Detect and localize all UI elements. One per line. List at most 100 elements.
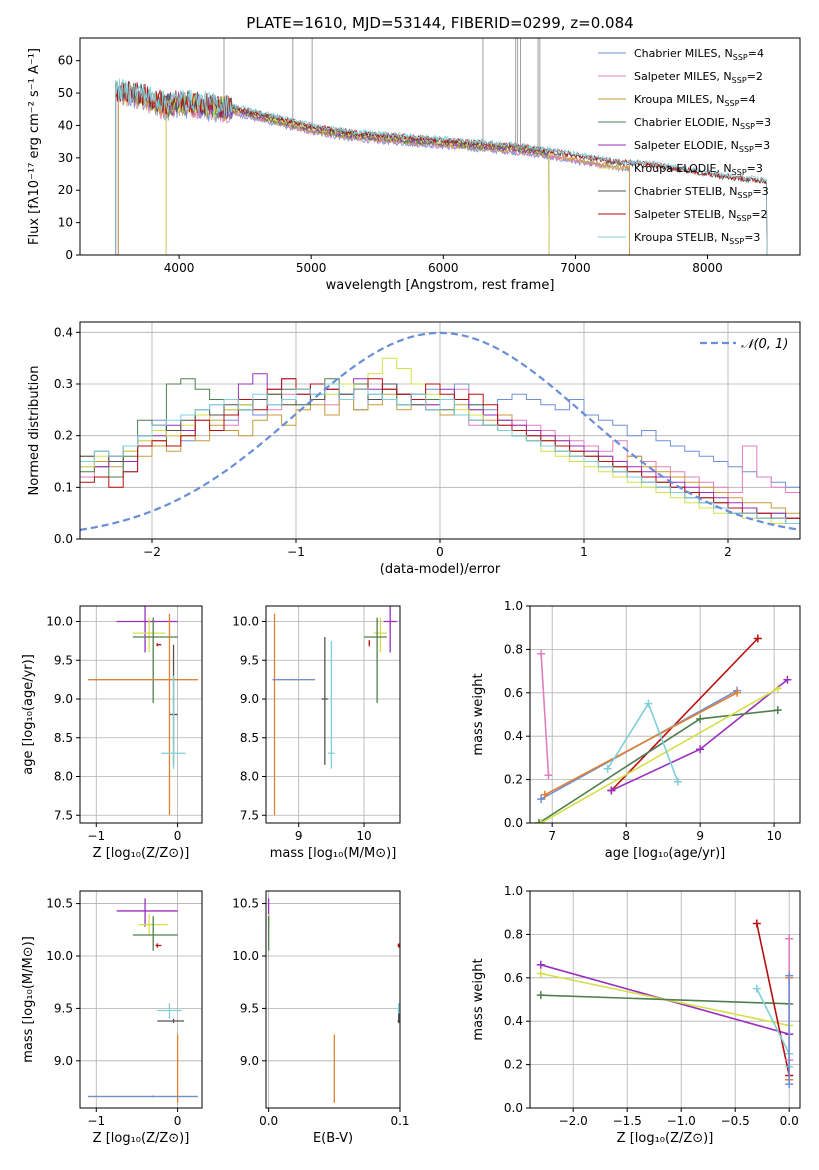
y-tick-label: 10.0 bbox=[232, 615, 259, 629]
y-tick-label: 0.6 bbox=[504, 686, 523, 700]
age-vs-metallicity-panel: −1 0 7.5 8.0 8.5 9.0 9.5 10.0 Z [log₁₀(Z/Z⊙)] age… bbox=[21, 605, 203, 861]
weight-point-chabrier_elodie bbox=[536, 991, 545, 1000]
figure-title: PLATE=1610, MJD=53144, FIBERID=0299, z=0… bbox=[246, 14, 633, 32]
x-tick-label: 7000 bbox=[560, 261, 591, 275]
x-tick-label: 9 bbox=[696, 829, 704, 843]
weight-point-chabrier_miles bbox=[537, 795, 546, 804]
y-tick-label: 8.0 bbox=[54, 770, 73, 784]
weight-line-chabrier_elodie bbox=[538, 709, 778, 823]
y-tick-label: 10.5 bbox=[232, 897, 259, 911]
y-tick-label: 0.4 bbox=[504, 1014, 523, 1028]
plot-area bbox=[536, 919, 794, 1089]
legend-label: Kroupa STELIB, NSSP=3 bbox=[634, 231, 760, 246]
weight-point-salpeter_miles bbox=[785, 934, 794, 943]
x-tick-label: 4000 bbox=[164, 261, 195, 275]
x-axis-label: Z [log₁₀(Z/Z⊙)] bbox=[93, 1131, 190, 1146]
y-axis-label: mass weight bbox=[471, 673, 486, 755]
y-tick-label: 10.0 bbox=[232, 949, 259, 963]
x-tick-label: 0.0 bbox=[259, 1114, 278, 1128]
x-tick-label: 8000 bbox=[692, 261, 723, 275]
x-tick-label: −0.5 bbox=[721, 1114, 750, 1128]
x-tick-label: 0 bbox=[174, 829, 182, 843]
y-axis-label: mass [log₁₀(M/M⊙)] bbox=[21, 936, 36, 1063]
x-axis-label: age [log₁₀(age/yr)] bbox=[605, 846, 726, 861]
axes-frame bbox=[79, 890, 203, 1109]
y-axis-label: Normed distribution bbox=[27, 366, 42, 496]
y-tick-label: 9.5 bbox=[240, 653, 259, 667]
y-tick-label: 0 bbox=[65, 248, 73, 262]
spectrum-series-salpeter_stelib bbox=[115, 80, 768, 255]
y-tick-label: 30 bbox=[58, 151, 73, 165]
x-tick-label: 0 bbox=[436, 545, 444, 559]
weight-point-kroupa_elodie bbox=[773, 684, 782, 693]
x-axis-label: (data-model)/error bbox=[380, 562, 501, 577]
histogram-kroupa_stelib bbox=[80, 383, 800, 524]
x-tick-label: 10 bbox=[356, 829, 371, 843]
x-tick-label: 2 bbox=[724, 545, 732, 559]
y-tick-label: 8.5 bbox=[54, 731, 73, 745]
weight-point-chabrier_miles bbox=[785, 1080, 794, 1089]
axes-frame bbox=[79, 37, 801, 256]
weight-point-chabrier_elodie bbox=[773, 706, 782, 715]
y-tick-label: 9.0 bbox=[54, 1054, 73, 1068]
x-tick-label: 10 bbox=[766, 829, 781, 843]
x-tick-label: 9 bbox=[295, 829, 303, 843]
x-axis-label: Z [log₁₀(Z/Z⊙)] bbox=[617, 1131, 714, 1146]
weight-point-salpeter_elodie bbox=[783, 675, 792, 684]
y-tick-label: 0.4 bbox=[54, 325, 73, 339]
y-tick-label: 9.5 bbox=[54, 1001, 73, 1015]
weight-line-orange_series bbox=[544, 692, 738, 796]
legend-label: Salpeter STELIB, NSSP=2 bbox=[634, 208, 768, 223]
weight-vs-metallicity-panel: −2.0 −1.5 −1.0 −0.5 0.0 0.0 0.2 0.4 0.6 0.8 1.0 Z [… bbox=[471, 884, 801, 1146]
axes-frame bbox=[79, 605, 203, 824]
weight-point-kroupa_stelib bbox=[603, 764, 612, 773]
y-axis-label: Flux [fλ10⁻¹⁷ erg cm⁻² s⁻¹ A⁻¹] bbox=[27, 48, 42, 245]
legend-label: Salpeter ELODIE, NSSP=3 bbox=[634, 139, 770, 154]
weight-point-chabrier_elodie bbox=[534, 819, 543, 823]
y-tick-label: 0.0 bbox=[54, 532, 73, 546]
weight-point-kroupa_elodie bbox=[536, 969, 545, 978]
x-tick-label: −2.0 bbox=[559, 1114, 588, 1128]
x-axis-label: wavelength [Angstrom, rest frame] bbox=[326, 278, 555, 293]
x-axis-label: mass [log₁₀(M/M⊙)] bbox=[270, 846, 397, 861]
plot-area bbox=[88, 606, 198, 816]
mass-vs-metallicity-panel: −1 0 9.0 9.5 10.0 10.5 Z [log₁₀(Z/Z⊙)] mass [lo… bbox=[21, 890, 203, 1146]
weight-line-chabrier_elodie bbox=[540, 994, 790, 1005]
x-tick-label: −1.5 bbox=[613, 1114, 642, 1128]
y-tick-label: 0.8 bbox=[504, 927, 523, 941]
x-tick-label: −1 bbox=[87, 829, 105, 843]
weight-point-salpeter_miles bbox=[544, 771, 553, 780]
x-tick-label: −1.0 bbox=[667, 1114, 696, 1128]
weight-point-salpeter_miles bbox=[537, 649, 546, 658]
plot-area bbox=[267, 898, 400, 1103]
axes-frame bbox=[529, 605, 801, 824]
y-tick-label: 0.0 bbox=[504, 816, 523, 830]
y-tick-label: 10.5 bbox=[46, 897, 73, 911]
age-vs-mass-panel: 9 10 7.5 8.0 8.5 9.0 9.5 10.0 mass [log₁₀(M/M⊙)] bbox=[232, 605, 401, 861]
weight-point-kroupa_stelib bbox=[644, 699, 653, 708]
weight-line-salpeter_stelib bbox=[610, 637, 759, 792]
weight-line-salpeter_stelib bbox=[756, 923, 790, 1076]
legend-label: Chabrier ELODIE, NSSP=3 bbox=[634, 116, 771, 131]
weight-point-orange_series bbox=[733, 688, 742, 697]
y-tick-label: 10.0 bbox=[46, 615, 73, 629]
x-tick-label: 7 bbox=[548, 829, 556, 843]
weight-point-salpeter_stelib bbox=[752, 919, 761, 928]
weight-point-kroupa_elodie bbox=[537, 819, 546, 823]
y-tick-label: 9.0 bbox=[54, 692, 73, 706]
x-tick-label: −1 bbox=[287, 545, 305, 559]
y-tick-label: 0.4 bbox=[504, 729, 523, 743]
histogram-salpeter_stelib bbox=[80, 378, 800, 519]
legend-label: Kroupa ELODIE, NSSP=3 bbox=[634, 162, 763, 177]
axes-frame bbox=[265, 890, 401, 1109]
y-tick-label: 0.2 bbox=[504, 773, 523, 787]
y-axis-label: age [log₁₀(age/yr)] bbox=[21, 654, 36, 775]
mass-vs-ebv-panel: 0.0 0.1 9.0 9.5 10.0 10.5 E(B-V) bbox=[232, 890, 410, 1146]
plot-area bbox=[80, 331, 800, 531]
weight-line-salpeter_miles bbox=[540, 653, 550, 776]
weight-line-kroupa_elodie bbox=[540, 687, 779, 823]
legend-label: Salpeter MILES, NSSP=2 bbox=[634, 70, 763, 85]
y-tick-label: 7.5 bbox=[54, 808, 73, 822]
y-tick-label: 0.2 bbox=[54, 429, 73, 443]
y-tick-label: 50 bbox=[58, 86, 73, 100]
